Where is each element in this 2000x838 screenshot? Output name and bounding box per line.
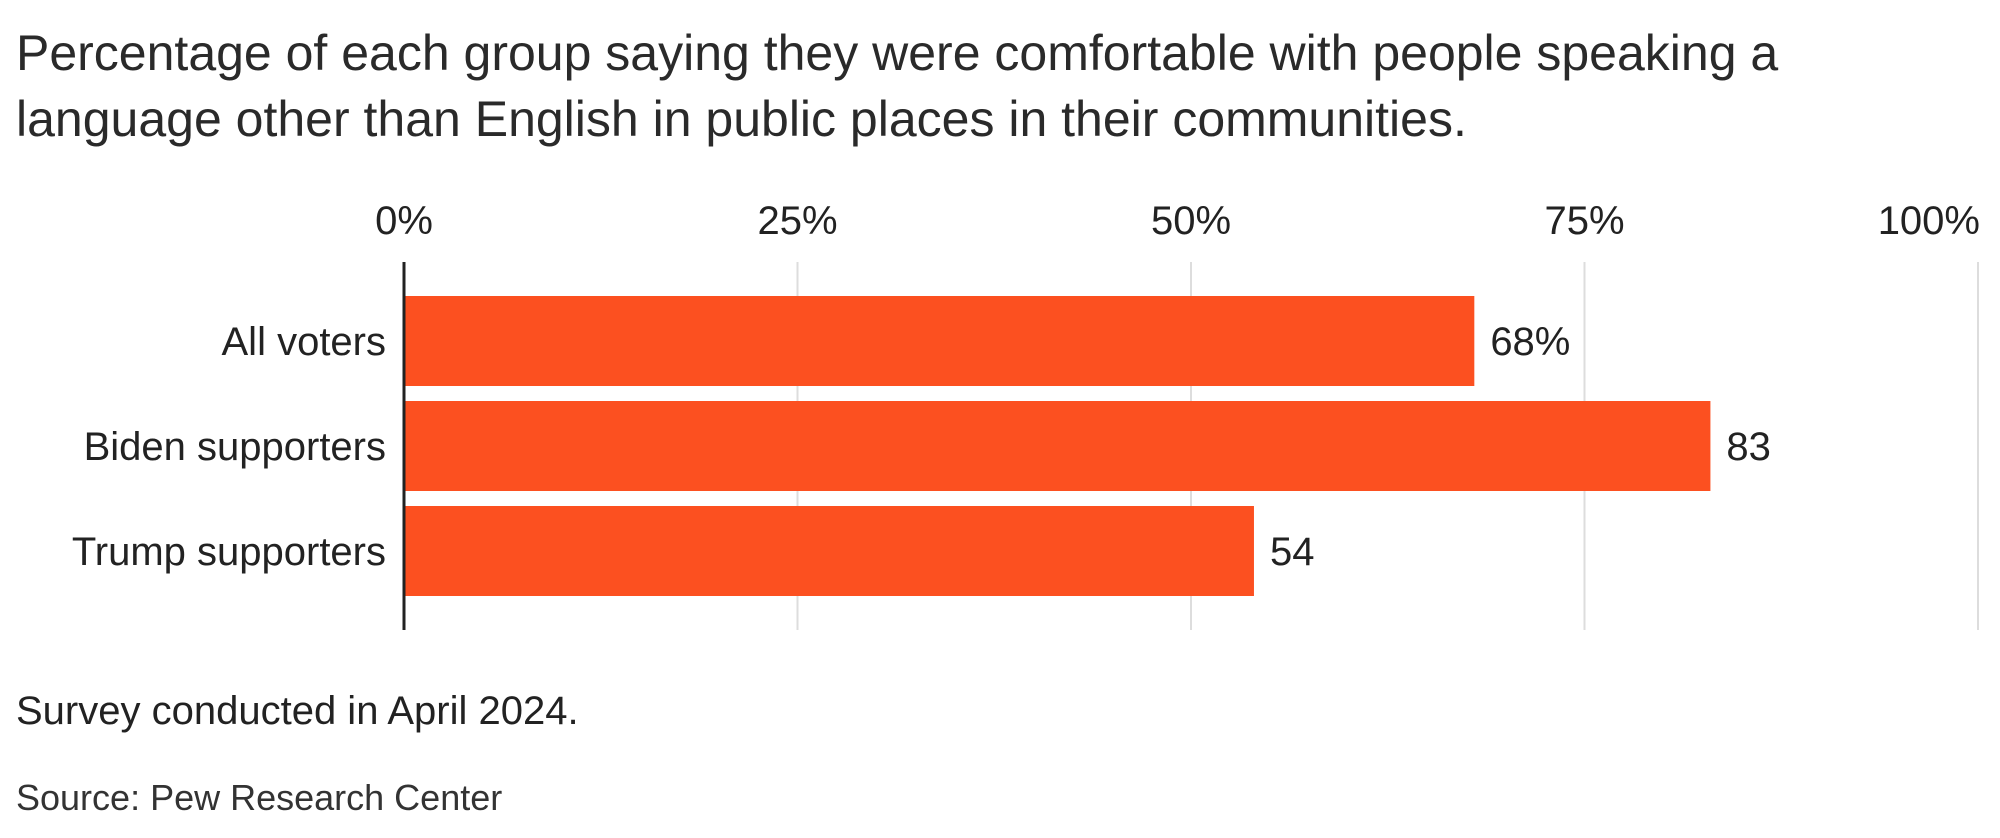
chart-title: Percentage of each group saying they wer… <box>16 25 1779 147</box>
x-tick-label: 25% <box>757 199 837 243</box>
x-tick-label: 100% <box>1878 199 1980 243</box>
bar-biden-supporters <box>404 401 1711 491</box>
x-tick-label: 75% <box>1544 199 1624 243</box>
value-label: 83 <box>1726 425 1771 469</box>
source-credit: Source: Pew Research Center <box>16 777 503 818</box>
value-label: 68% <box>1490 320 1570 364</box>
bar-trump-supporters <box>404 506 1254 596</box>
category-labels: All voters Biden supporters Trump supporte… <box>72 320 386 574</box>
survey-note: Survey conducted in April 2024. <box>16 689 579 733</box>
category-label: Trump supporters <box>72 530 386 574</box>
bar-all-voters <box>404 296 1475 386</box>
bars <box>404 296 1711 596</box>
value-label: 54 <box>1270 530 1315 574</box>
x-tick-label: 50% <box>1151 199 1231 243</box>
value-labels: 68% 83 54 <box>1270 320 1771 574</box>
category-label: Biden supporters <box>84 425 386 469</box>
x-tick-label: 0% <box>375 199 433 243</box>
x-tick-labels: 0% 25% 50% 75% 100% <box>375 199 1980 243</box>
bar-chart: 0% 25% 50% 75% 100% All voters Biden supporte… <box>72 199 1980 630</box>
category-label: All voters <box>222 320 387 364</box>
